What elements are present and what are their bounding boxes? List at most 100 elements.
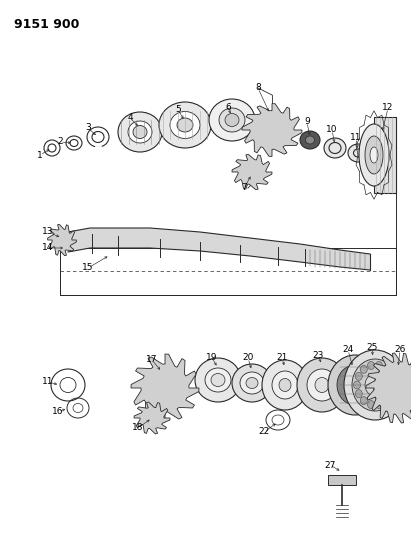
- Text: 24: 24: [342, 345, 353, 354]
- Ellipse shape: [246, 377, 258, 389]
- Ellipse shape: [205, 368, 231, 392]
- Polygon shape: [68, 228, 370, 270]
- Ellipse shape: [219, 108, 245, 132]
- Text: 21: 21: [276, 353, 288, 362]
- Ellipse shape: [159, 102, 211, 148]
- Ellipse shape: [359, 124, 389, 186]
- Text: 9: 9: [304, 117, 310, 126]
- Ellipse shape: [153, 377, 177, 399]
- Ellipse shape: [374, 362, 411, 414]
- Ellipse shape: [262, 121, 282, 139]
- Text: 11: 11: [350, 133, 362, 142]
- Polygon shape: [48, 224, 76, 256]
- Text: 6: 6: [225, 103, 231, 112]
- Ellipse shape: [390, 381, 397, 389]
- Ellipse shape: [367, 361, 374, 369]
- Text: 3: 3: [85, 124, 91, 133]
- Text: 10: 10: [326, 125, 338, 134]
- Text: 23: 23: [312, 351, 324, 359]
- Ellipse shape: [225, 114, 239, 126]
- Ellipse shape: [170, 111, 200, 139]
- Text: 12: 12: [382, 103, 394, 112]
- Ellipse shape: [118, 112, 162, 152]
- Text: 27: 27: [324, 461, 336, 470]
- Ellipse shape: [355, 373, 362, 381]
- Polygon shape: [366, 353, 411, 423]
- Ellipse shape: [367, 400, 374, 408]
- Ellipse shape: [133, 125, 147, 139]
- Ellipse shape: [209, 99, 255, 141]
- Ellipse shape: [177, 383, 187, 393]
- Ellipse shape: [272, 371, 298, 399]
- Ellipse shape: [365, 374, 385, 396]
- Text: 7: 7: [241, 183, 247, 192]
- Ellipse shape: [388, 390, 395, 398]
- Text: 15: 15: [82, 263, 94, 272]
- Ellipse shape: [355, 390, 362, 398]
- Polygon shape: [232, 155, 272, 190]
- Ellipse shape: [348, 144, 368, 162]
- Ellipse shape: [324, 138, 346, 158]
- Text: 18: 18: [132, 424, 144, 432]
- Ellipse shape: [328, 355, 382, 415]
- Text: 17: 17: [146, 356, 158, 365]
- Ellipse shape: [254, 114, 290, 146]
- Ellipse shape: [177, 118, 193, 132]
- Ellipse shape: [388, 373, 395, 381]
- Ellipse shape: [248, 168, 256, 175]
- Ellipse shape: [143, 383, 153, 393]
- Polygon shape: [131, 354, 199, 422]
- Ellipse shape: [160, 400, 170, 410]
- Ellipse shape: [370, 147, 378, 163]
- Text: 4: 4: [127, 114, 133, 123]
- Ellipse shape: [383, 397, 390, 405]
- Text: 16: 16: [52, 408, 64, 416]
- Ellipse shape: [383, 372, 411, 405]
- Text: 20: 20: [242, 353, 254, 362]
- Text: 2: 2: [57, 138, 63, 147]
- Ellipse shape: [345, 374, 365, 396]
- Ellipse shape: [262, 360, 308, 410]
- Ellipse shape: [365, 136, 383, 174]
- Text: 13: 13: [42, 228, 54, 237]
- Ellipse shape: [307, 369, 337, 401]
- Ellipse shape: [376, 400, 383, 408]
- Ellipse shape: [305, 136, 314, 144]
- Polygon shape: [242, 103, 302, 156]
- Ellipse shape: [159, 383, 171, 393]
- Ellipse shape: [160, 366, 170, 376]
- Ellipse shape: [232, 364, 272, 402]
- Ellipse shape: [55, 232, 69, 248]
- Ellipse shape: [383, 365, 390, 373]
- Ellipse shape: [344, 350, 406, 420]
- Text: 26: 26: [394, 345, 406, 354]
- Polygon shape: [134, 402, 170, 434]
- Ellipse shape: [142, 409, 162, 427]
- Ellipse shape: [390, 379, 406, 397]
- Text: 1: 1: [37, 150, 43, 159]
- Text: 22: 22: [259, 427, 270, 437]
- Bar: [374, 117, 396, 193]
- Ellipse shape: [195, 358, 241, 402]
- Text: 9151 900: 9151 900: [14, 18, 79, 31]
- Ellipse shape: [211, 374, 225, 386]
- Ellipse shape: [315, 377, 329, 392]
- Text: 11: 11: [42, 377, 54, 386]
- Ellipse shape: [300, 131, 320, 149]
- Ellipse shape: [58, 236, 65, 244]
- Ellipse shape: [352, 359, 398, 411]
- Ellipse shape: [337, 365, 373, 405]
- Text: 25: 25: [366, 343, 378, 352]
- Ellipse shape: [297, 358, 347, 412]
- Ellipse shape: [128, 121, 152, 143]
- Text: 5: 5: [175, 106, 181, 115]
- Text: 8: 8: [255, 84, 261, 93]
- Ellipse shape: [376, 361, 383, 369]
- Ellipse shape: [144, 368, 186, 408]
- Bar: [328, 475, 356, 485]
- Text: 19: 19: [206, 353, 218, 362]
- Bar: [60, 248, 396, 295]
- Ellipse shape: [353, 381, 360, 389]
- Ellipse shape: [240, 372, 264, 394]
- Ellipse shape: [279, 378, 291, 392]
